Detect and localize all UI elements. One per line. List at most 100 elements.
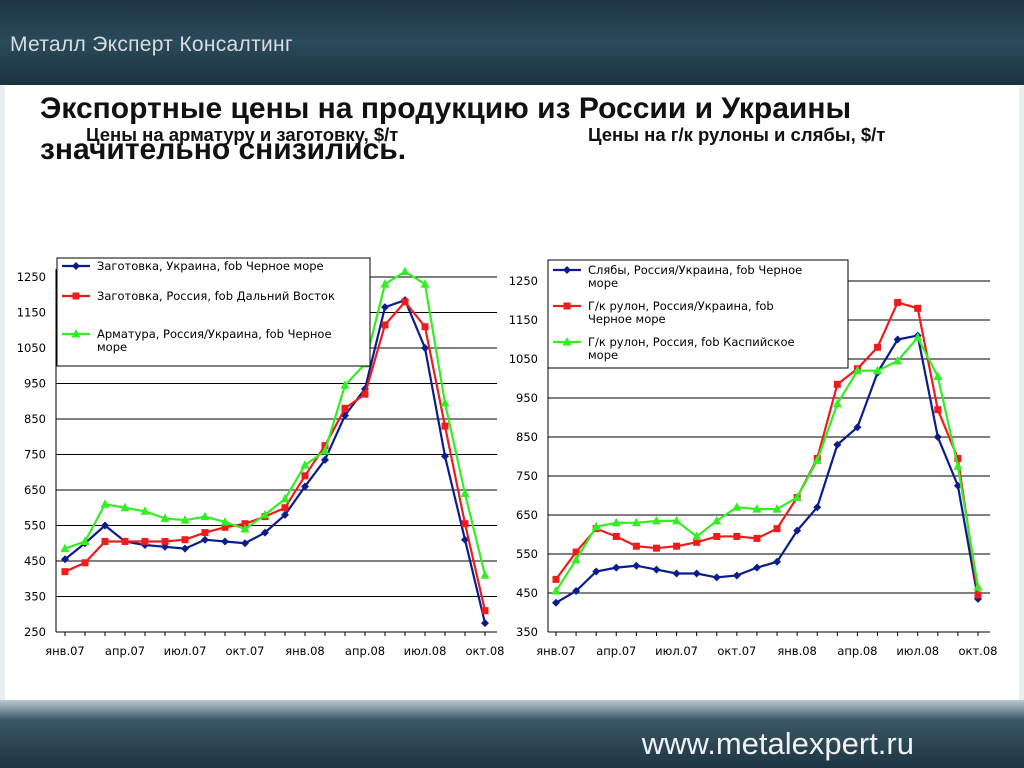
- data-point: [300, 460, 310, 469]
- legend-marker: [72, 292, 80, 300]
- data-point: [160, 513, 170, 522]
- legend-marker: [71, 329, 81, 338]
- data-point: [361, 390, 369, 398]
- data-point: [441, 422, 449, 430]
- x-tick-label: июл.07: [655, 644, 698, 658]
- legend: Заготовка, Украина, fob Черное море Загот…: [56, 257, 371, 367]
- legend-label: Заготовка, Украина, fob Черное море: [97, 259, 324, 273]
- data-point: [632, 561, 641, 570]
- legend-label: Г/к рулон, Россия/Украина, fob: [588, 299, 774, 313]
- x-tick-label: апр.07: [596, 644, 636, 658]
- data-point: [672, 515, 682, 525]
- data-point: [101, 537, 109, 545]
- data-point: [571, 554, 581, 564]
- y-tick-label: 850: [24, 412, 46, 426]
- data-point: [121, 537, 129, 545]
- data-point: [832, 398, 842, 408]
- data-point: [460, 488, 470, 498]
- data-point: [441, 452, 449, 461]
- data-point: [241, 520, 249, 528]
- data-point: [80, 536, 90, 545]
- data-point: [692, 569, 701, 578]
- data-point: [833, 380, 841, 388]
- data-point: [60, 543, 70, 553]
- data-point: [893, 355, 903, 365]
- data-point: [221, 537, 229, 546]
- data-point: [672, 569, 681, 578]
- x-tick-label: янв.07: [536, 644, 576, 658]
- legend-label: море: [97, 340, 127, 354]
- data-point: [954, 454, 962, 462]
- data-point: [461, 520, 469, 528]
- data-point: [481, 607, 489, 615]
- footer-bar: www.metalexpert.ru: [0, 700, 1024, 768]
- data-point: [201, 535, 209, 544]
- y-tick-label: 1050: [17, 341, 46, 355]
- x-tick-label: апр.07: [105, 644, 145, 658]
- data-point: [480, 570, 490, 579]
- data-point: [421, 323, 429, 331]
- y-tick-label: 850: [516, 430, 538, 444]
- x-tick-label: янв.07: [45, 644, 85, 658]
- legend-label: Черное море: [588, 312, 666, 326]
- data-point: [341, 404, 349, 412]
- site-url: www.metalexpert.ru: [641, 726, 914, 761]
- x-tick-label: окт.07: [717, 644, 756, 658]
- data-point: [400, 266, 410, 276]
- data-point: [732, 502, 742, 511]
- y-tick-label: 1250: [509, 274, 538, 288]
- data-point: [913, 332, 923, 342]
- data-point: [101, 521, 109, 530]
- data-point: [340, 380, 350, 389]
- x-tick-label: апр.08: [345, 644, 385, 658]
- data-point: [933, 371, 943, 381]
- x-tick-label: окт.08: [466, 644, 505, 658]
- series-2: [61, 298, 489, 615]
- data-point: [592, 567, 601, 576]
- data-point: [713, 532, 721, 540]
- legend-label: Арматура, Россия/Украина, fob Черное: [97, 327, 332, 341]
- slide-content: Экспортные цены на продукцию из России и…: [5, 85, 1019, 700]
- data-point: [552, 575, 560, 583]
- data-point: [612, 532, 620, 540]
- data-point: [953, 481, 962, 490]
- legend-marker: [563, 302, 571, 310]
- y-tick-label: 750: [24, 448, 46, 462]
- data-point: [320, 445, 330, 455]
- series-line: [555, 301, 980, 596]
- chart-coils-slabs: 350 450 550 650 750 850 950 1050 1150 1250 янв.07 а…: [509, 259, 997, 658]
- data-point: [380, 279, 390, 288]
- legend-marker: [72, 262, 80, 270]
- data-point: [732, 571, 741, 580]
- data-point: [652, 565, 661, 574]
- data-point: [792, 492, 802, 501]
- data-point: [481, 619, 489, 628]
- data-point: [552, 598, 560, 607]
- data-point: [833, 440, 842, 449]
- data-point: [551, 586, 561, 595]
- data-point: [120, 502, 130, 512]
- data-point: [651, 515, 661, 525]
- data-point: [974, 594, 982, 603]
- data-point: [793, 526, 802, 535]
- x-tick-label: апр.08: [837, 644, 877, 658]
- data-point: [420, 279, 430, 288]
- y-tick-label: 1050: [509, 352, 538, 366]
- data-point: [181, 536, 189, 544]
- data-point: [200, 511, 210, 521]
- data-point: [773, 525, 781, 533]
- data-point: [974, 591, 982, 599]
- legend-label: Г/к рулон, Россия, fob Каспийское: [588, 335, 795, 349]
- legend-label: море: [588, 348, 618, 362]
- chart-title-coils: Цены на г/к рулоны и слябы, $/т: [588, 124, 886, 145]
- chart-rebar-billet: 250 350 450 550 650 750 850 950 1050 1150 1250 янв.…: [17, 257, 505, 658]
- data-point: [401, 298, 409, 306]
- data-point: [953, 461, 963, 470]
- data-point: [591, 521, 601, 531]
- data-point: [572, 587, 581, 596]
- data-point: [874, 343, 882, 351]
- data-point: [301, 472, 309, 480]
